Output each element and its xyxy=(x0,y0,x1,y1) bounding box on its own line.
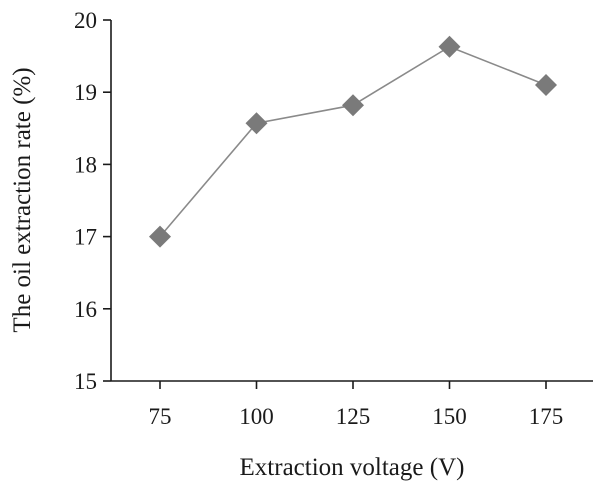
y-tick-label: 15 xyxy=(74,369,97,394)
y-axis: 15 16 17 18 19 20 xyxy=(74,8,112,394)
y-axis-title: The oil extraction rate (%) xyxy=(9,67,36,332)
data-point-marker xyxy=(535,73,557,96)
y-ticks: 15 16 17 18 19 20 xyxy=(74,8,111,394)
x-axis: 75 100 125 150 175 xyxy=(111,380,593,429)
y-tick-label: 16 xyxy=(74,297,97,322)
x-tick-label: 125 xyxy=(336,404,371,429)
y-tick-label: 18 xyxy=(74,152,97,177)
data-point-marker xyxy=(245,112,268,135)
y-tick-label: 19 xyxy=(74,80,97,105)
x-tick-label: 75 xyxy=(149,404,172,429)
x-tick-label: 175 xyxy=(529,404,564,429)
data-point-marker xyxy=(149,225,171,248)
data-point-marker xyxy=(438,35,461,58)
x-axis-title: Extraction voltage (V) xyxy=(240,454,465,481)
series xyxy=(149,35,557,248)
x-ticks: 75 100 125 150 175 xyxy=(149,381,564,429)
series-line xyxy=(159,45,547,238)
y-tick-label: 20 xyxy=(74,8,97,33)
y-tick-label: 17 xyxy=(74,225,97,250)
x-tick-label: 150 xyxy=(432,404,467,429)
data-point-marker xyxy=(342,94,364,117)
x-tick-label: 100 xyxy=(239,404,274,429)
